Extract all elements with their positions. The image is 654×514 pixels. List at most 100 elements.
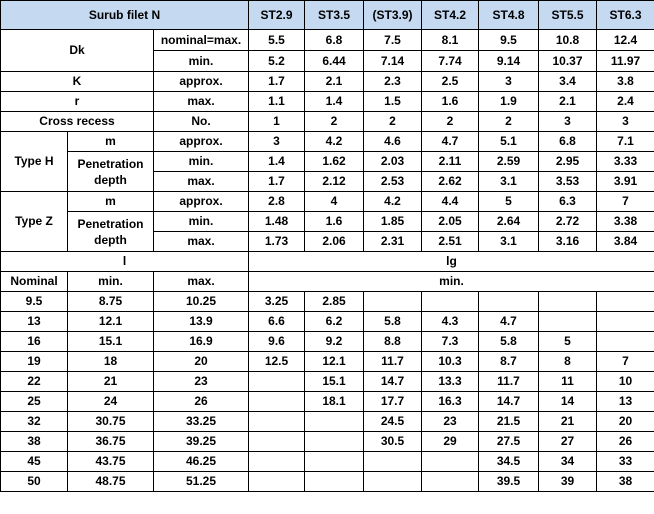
value-cell: 4 [304, 191, 365, 212]
m-label: m [67, 191, 154, 212]
max-cell: 46.25 [152, 451, 250, 472]
value-cell: 3.84 [596, 231, 654, 252]
nominal-cell: 13 [0, 311, 68, 332]
max-cell: 20 [152, 351, 250, 372]
min-cell: 8.75 [67, 291, 154, 312]
value-cell: 7.74 [421, 50, 480, 72]
size-header: ST4.8 [478, 0, 540, 30]
lg-cell [596, 291, 654, 312]
length-row: 16 15.1 16.9 9.6 9.2 8.8 7.3 5.8 5 [0, 331, 654, 352]
min-cell: 18 [67, 351, 154, 372]
lg-cell: 34.5 [478, 451, 540, 472]
value-cell: 3.53 [538, 171, 598, 192]
max-cell: 10.25 [152, 291, 250, 312]
value-cell: 1.85 [363, 211, 423, 232]
value-cell: 2.64 [478, 211, 540, 232]
lg-cell [248, 371, 306, 392]
value-cell: 1.4 [248, 151, 306, 172]
type-z-pen-max-row: max. 1.73 2.06 2.31 2.51 3.1 3.16 3.84 [1, 231, 654, 252]
value-cell: 5 [478, 191, 540, 212]
value-cell: 1.6 [421, 91, 480, 112]
value-cell: 6.8 [538, 131, 598, 152]
lg-cell [304, 451, 365, 472]
lg-cell [538, 311, 598, 332]
length-row: 32 30.75 33.25 24.5 23 21.5 21 20 [0, 411, 654, 432]
nominal-cell: 22 [0, 371, 68, 392]
lg-cell: 10.3 [421, 351, 480, 372]
value-cell: 4.4 [421, 191, 480, 212]
max-cell: 23 [152, 371, 250, 392]
length-row: 19 18 20 12.5 12.1 11.7 10.3 8.7 8 7 [0, 351, 654, 372]
value-cell: 1.62 [304, 151, 365, 172]
value-cell: 1.48 [248, 211, 306, 232]
spec-label: max. [152, 231, 250, 252]
spec-label: max. [152, 171, 250, 192]
lg-cell: 4.7 [478, 311, 540, 332]
dk-label: Dk [0, 29, 154, 72]
lg-header: lg [248, 251, 654, 272]
lg-cell: 5.8 [478, 331, 540, 352]
value-cell: 2.06 [304, 231, 365, 252]
nominal-cell: 32 [0, 411, 68, 432]
lg-cell: 14.7 [363, 371, 423, 392]
lg-cell: 26 [596, 431, 654, 452]
type-z-pen-min-row: Penetration depth min. 1.48 1.6 1.85 2.05 2.64… [1, 211, 654, 252]
value-cell: 10.8 [538, 29, 598, 51]
value-cell: 1.4 [304, 91, 365, 112]
lg-cell: 16.3 [421, 391, 480, 412]
lg-cell [248, 411, 306, 432]
value-cell: 3 [248, 131, 306, 152]
length-row: 38 36.75 39.25 30.5 29 27.5 27 26 [0, 431, 654, 452]
lg-cell: 21 [538, 411, 598, 432]
value-cell: 1.9 [478, 91, 540, 112]
r-row: r max. 1.1 1.4 1.5 1.6 1.9 2.1 2.4 [0, 91, 654, 112]
value-cell: 9.14 [478, 50, 540, 72]
value-cell: 7.14 [363, 50, 423, 72]
lg-cell: 11.7 [478, 371, 540, 392]
length-row: 9.5 8.75 10.25 3.25 2.85 [0, 291, 654, 312]
lg-cell [304, 471, 365, 492]
lg-cell: 12.5 [248, 351, 306, 372]
lg-cell: 8.7 [478, 351, 540, 372]
lg-cell: 27 [538, 431, 598, 452]
screw-spec-table: Surub filet N ST2.9 ST3.5 (ST3.9) ST4.2 … [0, 0, 654, 492]
value-cell: 3.8 [596, 71, 654, 92]
length-header-row: l lg [0, 251, 654, 272]
value-cell: 1.7 [248, 71, 306, 92]
value-cell: 2.59 [478, 151, 540, 172]
lg-cell: 17.7 [363, 391, 423, 412]
spec-label: max. [152, 91, 250, 112]
lg-cell [363, 291, 423, 312]
lg-cell [248, 451, 306, 472]
min-cell: 15.1 [67, 331, 154, 352]
max-cell: 33.25 [152, 411, 250, 432]
lg-cell: 27.5 [478, 431, 540, 452]
max-header: max. [152, 271, 250, 292]
spec-label: min. [152, 211, 250, 232]
lg-cell: 30.5 [363, 431, 423, 452]
lg-cell [596, 311, 654, 332]
lg-cell: 38 [596, 471, 654, 492]
value-cell: 2.03 [363, 151, 423, 172]
length-row: 50 48.75 51.25 39.5 39 38 [0, 471, 654, 492]
value-cell: 2.1 [304, 71, 365, 92]
value-cell: 2.4 [596, 91, 654, 112]
lg-cell: 13 [596, 391, 654, 412]
l-header: l [0, 251, 250, 272]
nominal-cell: 19 [0, 351, 68, 372]
size-header: ST5.5 [538, 0, 598, 30]
length-subheader-row: Nominal min. max. min. [0, 271, 654, 292]
value-cell: 3.1 [478, 171, 540, 192]
spec-label: approx. [152, 131, 250, 152]
lg-cell: 39 [538, 471, 598, 492]
value-cell: 3.16 [538, 231, 598, 252]
value-cell: 1.1 [248, 91, 306, 112]
value-cell: 10.37 [538, 50, 598, 72]
value-cell: 2 [421, 111, 480, 132]
min-cell: 12.1 [67, 311, 154, 332]
lg-cell: 33 [596, 451, 654, 472]
value-cell: 2.31 [363, 231, 423, 252]
lg-cell: 6.2 [304, 311, 365, 332]
lg-cell: 11.7 [363, 351, 423, 372]
min-cell: 21 [67, 371, 154, 392]
